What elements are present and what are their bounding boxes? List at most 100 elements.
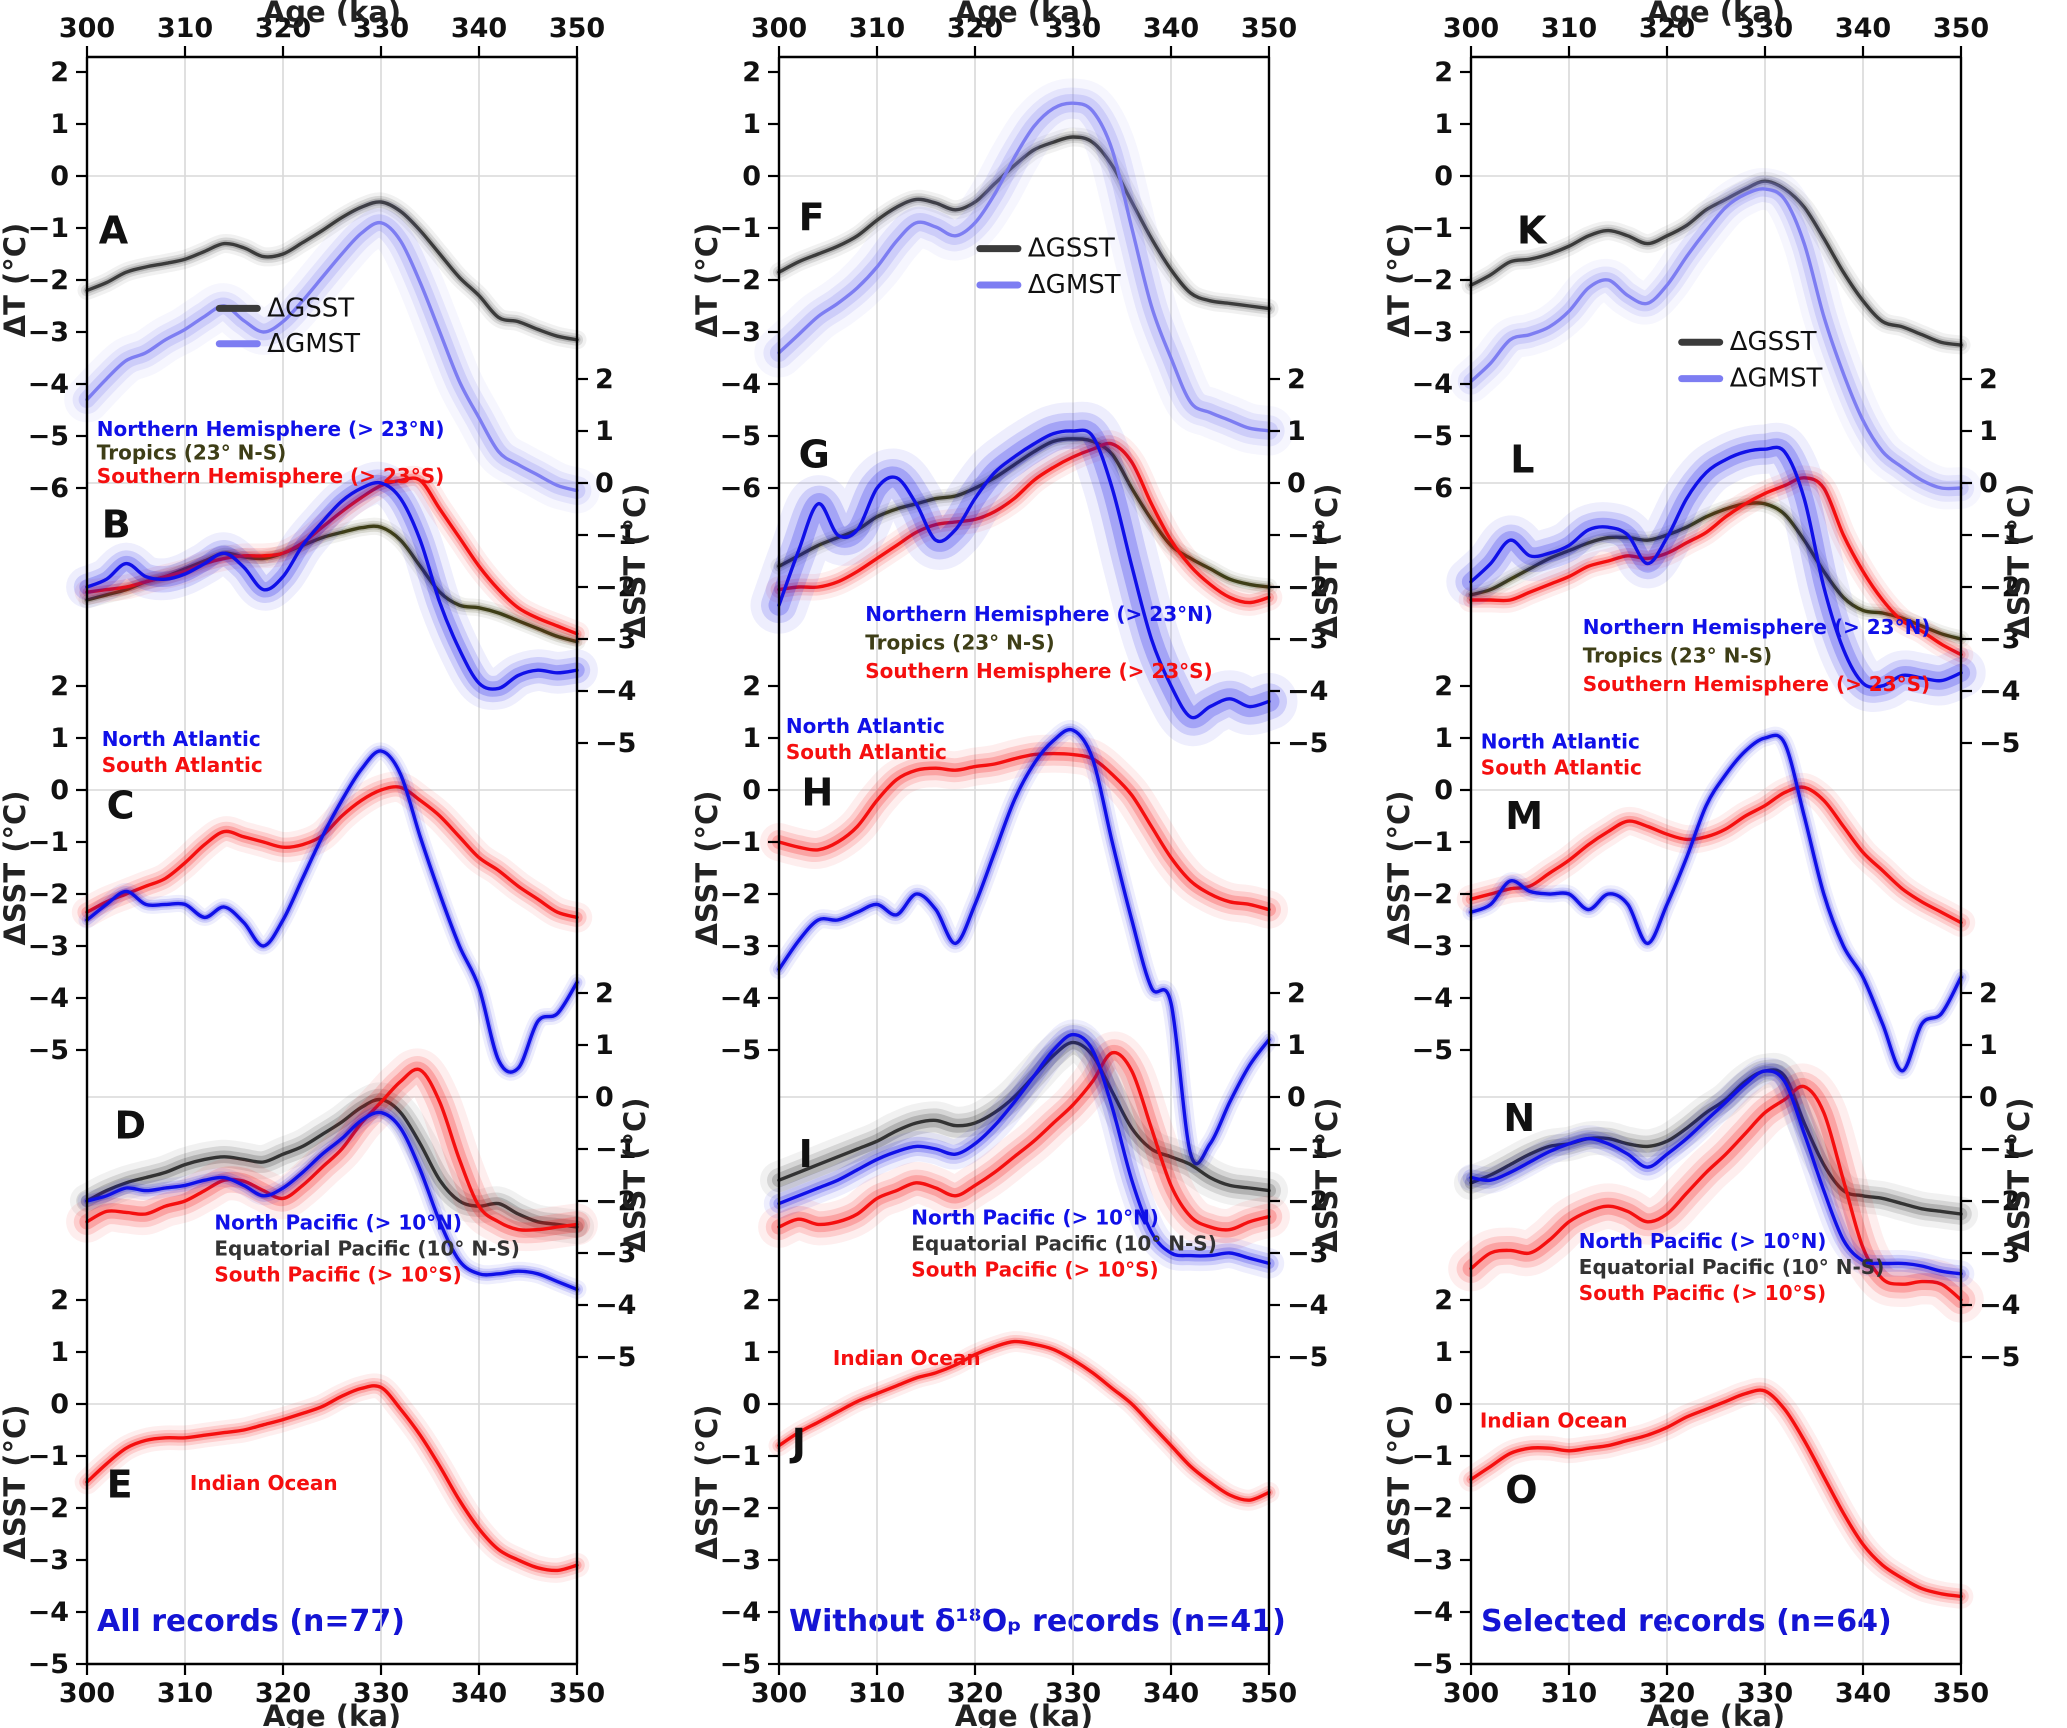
panel-o-series-0 xyxy=(1469,1388,1963,1599)
svg-text:310: 310 xyxy=(157,1678,213,1709)
svg-text:−4: −4 xyxy=(28,369,69,400)
svg-text:−5: −5 xyxy=(28,1035,69,1066)
svg-text:2: 2 xyxy=(595,364,614,395)
svg-text:0: 0 xyxy=(50,161,69,192)
svg-text:Age (ka): Age (ka) xyxy=(1647,1699,1785,1728)
svg-text:−6: −6 xyxy=(28,473,69,504)
series-label-j-0: Indian Ocean xyxy=(833,1346,981,1370)
svg-text:−5: −5 xyxy=(1412,1649,1453,1680)
panel-l xyxy=(1446,422,1986,712)
svg-text:ΔSST (°C): ΔSST (°C) xyxy=(618,1097,652,1252)
svg-text:2: 2 xyxy=(1979,364,1998,395)
svg-text:0: 0 xyxy=(1979,468,1998,499)
svg-text:320: 320 xyxy=(1639,1678,1695,1709)
panel-letter-c: C xyxy=(107,784,135,828)
panel-m-series-0 xyxy=(1469,785,1963,925)
panel-j xyxy=(768,1331,1280,1511)
panel-i-series-2 xyxy=(777,1032,1271,1266)
svg-text:Age (ka): Age (ka) xyxy=(263,0,401,29)
svg-text:−5: −5 xyxy=(1287,1342,1328,1373)
svg-text:−2: −2 xyxy=(1412,1493,1453,1524)
panel-d xyxy=(66,1048,598,1299)
svg-text:−2: −2 xyxy=(1412,879,1453,910)
svg-text:300: 300 xyxy=(1443,13,1499,44)
svg-text:0: 0 xyxy=(595,1082,614,1113)
svg-text:−4: −4 xyxy=(28,983,69,1014)
panel-l-series-0 xyxy=(1469,501,1963,641)
svg-text:1: 1 xyxy=(1434,1337,1453,1368)
svg-text:Age (ka): Age (ka) xyxy=(263,1699,401,1728)
svg-text:−3: −3 xyxy=(720,317,761,348)
series-label-n-1: Equatorial Pacific (10° N-S) xyxy=(1579,1255,1885,1279)
svg-text:ΔSST (°C): ΔSST (°C) xyxy=(0,790,32,945)
series-label-c-1: South Atlantic xyxy=(102,753,263,777)
svg-text:−4: −4 xyxy=(720,983,761,1014)
panel-n-series-2 xyxy=(1469,1069,1963,1276)
svg-text:310: 310 xyxy=(849,1678,905,1709)
svg-text:−5: −5 xyxy=(720,1649,761,1680)
panel-a xyxy=(64,192,600,514)
legend-label-a-0: ΔGSST xyxy=(267,293,354,323)
svg-text:340: 340 xyxy=(451,13,507,44)
svg-text:−1: −1 xyxy=(1412,827,1453,858)
svg-text:−4: −4 xyxy=(1412,983,1453,1014)
series-label-d-0: North Pacific (> 10°N) xyxy=(214,1211,462,1235)
svg-text:0: 0 xyxy=(1434,1389,1453,1420)
svg-text:0: 0 xyxy=(1287,468,1306,499)
svg-text:−1: −1 xyxy=(1287,520,1328,551)
svg-text:ΔSST (°C): ΔSST (°C) xyxy=(690,790,724,945)
svg-text:Age (ka): Age (ka) xyxy=(955,1699,1093,1728)
panel-i-series-1 xyxy=(777,1050,1271,1232)
svg-text:−5: −5 xyxy=(595,728,636,759)
svg-text:2: 2 xyxy=(1434,1285,1453,1316)
svg-text:−1: −1 xyxy=(1287,1134,1328,1165)
svg-text:300: 300 xyxy=(751,13,807,44)
svg-text:−2: −2 xyxy=(1979,572,2020,603)
series-label-i-2: South Pacific (> 10°S) xyxy=(911,1257,1158,1281)
panel-annotations: A ΔGSST ΔGMST B Northern Hemisphere (> 23°N)… xyxy=(97,196,1931,1512)
svg-text:330: 330 xyxy=(1045,13,1101,44)
svg-text:−1: −1 xyxy=(720,213,761,244)
svg-text:−5: −5 xyxy=(720,421,761,452)
panel-m xyxy=(1456,726,1976,1080)
svg-text:−4: −4 xyxy=(720,1597,761,1628)
svg-text:300: 300 xyxy=(751,1678,807,1709)
svg-text:−1: −1 xyxy=(720,1441,761,1472)
svg-text:1: 1 xyxy=(595,416,614,447)
gridlines xyxy=(87,57,1961,1664)
svg-text:−4: −4 xyxy=(720,369,761,400)
series-label-h-0: North Atlantic xyxy=(786,714,945,738)
svg-text:0: 0 xyxy=(742,775,761,806)
svg-text:−3: −3 xyxy=(1412,931,1453,962)
svg-text:350: 350 xyxy=(1241,13,1297,44)
panel-d-series-1 xyxy=(85,1067,579,1232)
svg-text:−3: −3 xyxy=(595,1238,636,1269)
svg-text:−2: −2 xyxy=(595,1186,636,1217)
svg-text:1: 1 xyxy=(1434,109,1453,140)
svg-text:350: 350 xyxy=(1933,13,1989,44)
caption-all-records: All records (n=77) xyxy=(97,1604,405,1639)
svg-text:0: 0 xyxy=(1434,775,1453,806)
svg-text:−2: −2 xyxy=(595,572,636,603)
svg-text:−4: −4 xyxy=(1412,369,1453,400)
svg-text:330: 330 xyxy=(1737,1678,1793,1709)
series-label-n-2: South Pacific (> 10°S) xyxy=(1579,1281,1826,1305)
svg-text:−4: −4 xyxy=(1979,676,2020,707)
svg-text:−3: −3 xyxy=(1979,1238,2020,1269)
svg-text:ΔSST (°C): ΔSST (°C) xyxy=(618,483,652,638)
svg-text:−4: −4 xyxy=(1287,1290,1328,1321)
legend-label-k-0: ΔGSST xyxy=(1730,327,1817,357)
caption-selected-records: Selected records (n=64) xyxy=(1481,1604,1892,1639)
series-label-o-0: Indian Ocean xyxy=(1480,1408,1628,1432)
svg-text:−3: −3 xyxy=(1287,1238,1328,1269)
svg-text:340: 340 xyxy=(1143,1678,1199,1709)
svg-text:ΔSST (°C): ΔSST (°C) xyxy=(1310,1097,1344,1252)
svg-text:340: 340 xyxy=(451,1678,507,1709)
svg-text:ΔSST (°C): ΔSST (°C) xyxy=(1382,1404,1416,1559)
svg-text:−3: −3 xyxy=(1412,1545,1453,1576)
panel-o xyxy=(1458,1377,1974,1609)
panel-a-series-0 xyxy=(85,200,579,342)
svg-text:−6: −6 xyxy=(720,473,761,504)
